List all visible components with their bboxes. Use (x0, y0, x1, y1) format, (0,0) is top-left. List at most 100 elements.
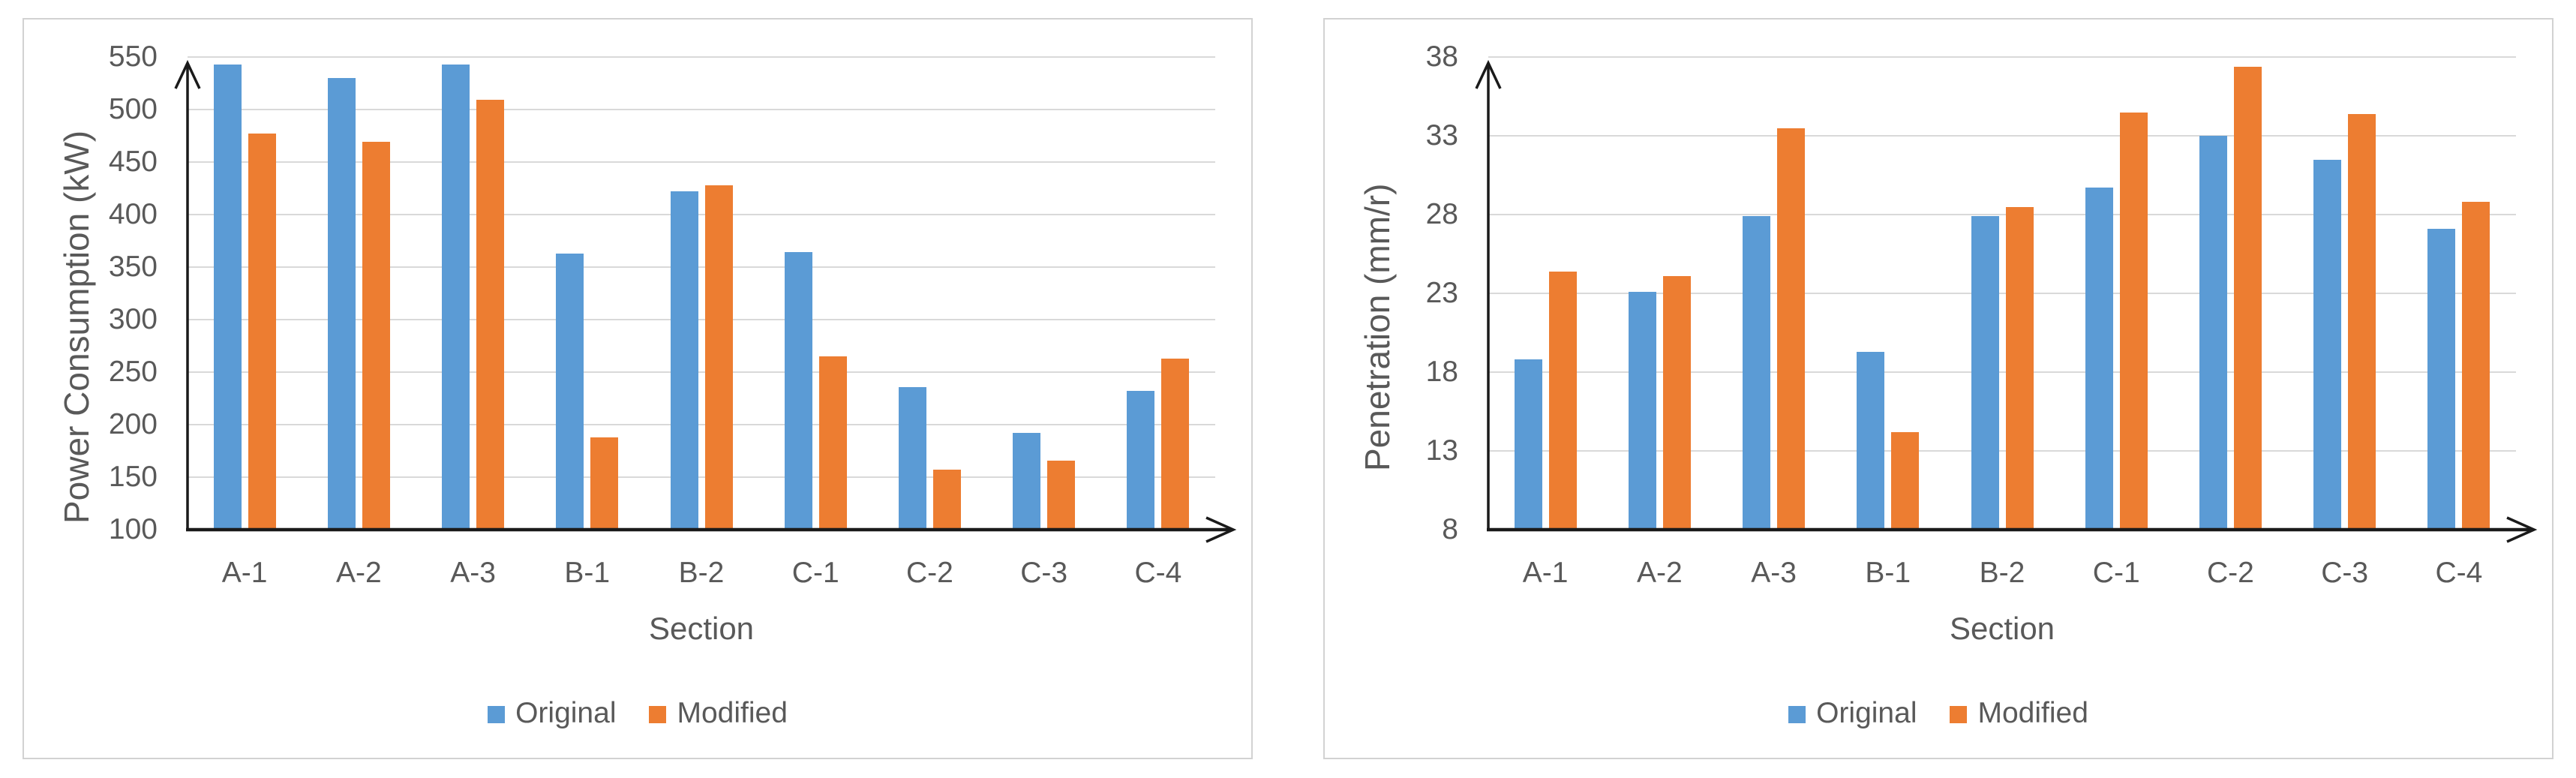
x-axis-title: Section (648, 611, 755, 646)
x-category-label-a-2: A-2 (335, 557, 382, 589)
chart-panel-penetration: Penetration (mm/r) 8 13 18 23 28 33 38 A-1 A-2 A… (1323, 18, 2553, 759)
bar-original-c-1 (2085, 188, 2113, 530)
gridline-13 (1488, 450, 2516, 452)
y-tick-label-8: 8 (1442, 513, 1458, 545)
plot-area (188, 56, 1215, 530)
bar-modified-c-2 (932, 470, 961, 530)
legend-label-original: Original (1816, 697, 1917, 729)
y-axis-tick-labels: 8 13 18 23 28 33 38 (1325, 20, 2552, 758)
y-tick-label-33: 33 (1425, 119, 1458, 152)
x-category-label-a-3: A-3 (450, 557, 496, 589)
gridline-33 (1488, 135, 2516, 137)
gridline-23 (1488, 293, 2516, 294)
bar-modified-b-2 (2005, 206, 2034, 530)
legend-item-modified: Modified (1950, 697, 2088, 730)
bar-modified-c-4 (2462, 202, 2490, 530)
gridline-500 (188, 109, 1215, 110)
bar-modified-a-3 (1777, 128, 1806, 530)
bar-original-c-2 (898, 386, 926, 530)
bar-original-b-2 (670, 191, 698, 530)
chart-panel-power-consumption: Power Consumption (kW) 100 150 200 250 300 35… (23, 18, 1253, 759)
x-category-label-c-1: C-1 (2092, 557, 2140, 589)
x-axis-category-labels: A-1 A-2 A-3 B-1 B-2 C-1 C-2 C-3 C-4 (1325, 20, 2552, 758)
y-tick-label-450: 450 (108, 146, 158, 178)
bar-original-a-2 (1628, 291, 1656, 530)
y-tick-label-23: 23 (1425, 277, 1458, 309)
gridline-550 (188, 56, 1215, 58)
x-category-label-b-1: B-1 (1865, 557, 1911, 589)
legend-marker-original (1788, 706, 1806, 723)
y-tick-label-500: 500 (108, 93, 158, 125)
bar-original-a-1 (1514, 359, 1542, 530)
legend-marker-modified (649, 706, 667, 723)
bar-modified-c-2 (2233, 66, 2262, 530)
x-axis-category-labels: A-1 A-2 A-3 B-1 B-2 C-1 C-2 C-3 C-4 (24, 20, 1251, 758)
bar-modified-a-3 (476, 100, 505, 530)
x-category-label-b-2: B-2 (1979, 557, 2025, 589)
legend-marker-modified (1950, 706, 1968, 723)
x-category-label-a-2: A-2 (1636, 557, 1683, 589)
bar-modified-a-2 (1662, 275, 1691, 530)
bar-modified-c-1 (2119, 112, 2148, 530)
legend-item-modified: Modified (649, 697, 788, 730)
bar-original-a-1 (213, 64, 242, 530)
x-category-label-b-2: B-2 (678, 557, 725, 589)
x-category-label-a-1: A-1 (1522, 557, 1569, 589)
legend-item-original: Original (488, 697, 616, 730)
gridline-250 (188, 371, 1215, 373)
bar-original-c-4 (2427, 228, 2456, 530)
y-tick-label-13: 13 (1425, 434, 1458, 467)
y-tick-label-150: 150 (108, 461, 158, 493)
gridline-150 (188, 476, 1215, 478)
x-category-label-a-1: A-1 (221, 557, 268, 589)
x-category-label-c-4: C-4 (1134, 557, 1182, 589)
bar-original-a-3 (442, 64, 470, 530)
y-tick-label-300: 300 (108, 303, 158, 335)
gridline-400 (188, 214, 1215, 215)
y-tick-label-550: 550 (108, 41, 158, 73)
x-category-label-c-1: C-1 (791, 557, 839, 589)
bar-original-c-1 (784, 252, 812, 530)
x-category-label-c-4: C-4 (2435, 557, 2483, 589)
bar-original-b-1 (1857, 351, 1885, 530)
x-category-label-c-3: C-3 (2321, 557, 2369, 589)
bar-modified-c-3 (2348, 113, 2376, 530)
legend-item-original: Original (1788, 697, 1917, 730)
gridline-200 (188, 424, 1215, 425)
x-category-label-c-2: C-2 (2207, 557, 2254, 589)
x-category-label-a-3: A-3 (1751, 557, 1797, 589)
y-tick-label-100: 100 (108, 513, 158, 545)
legend-label-modified: Modified (1977, 697, 2088, 729)
y-tick-label-18: 18 (1425, 356, 1458, 388)
bar-modified-b-1 (1891, 431, 1920, 530)
plot-area (1488, 56, 2516, 530)
bar-original-c-4 (1127, 391, 1155, 530)
x-category-label-c-2: C-2 (906, 557, 953, 589)
gridline-300 (188, 319, 1215, 320)
legend: Original Modified (1325, 697, 2552, 730)
gridline-38 (1488, 56, 2516, 58)
x-axis-title: Section (1949, 611, 2055, 646)
gridline-350 (188, 266, 1215, 268)
bar-modified-a-1 (1548, 271, 1577, 530)
y-tick-label-350: 350 (108, 251, 158, 283)
bar-original-b-2 (1971, 216, 1999, 530)
legend-label-original: Original (515, 697, 617, 729)
bar-modified-c-3 (1047, 460, 1076, 530)
legend-marker-original (488, 706, 506, 723)
bar-modified-b-1 (590, 437, 619, 530)
bar-modified-a-1 (248, 134, 276, 530)
bar-modified-b-2 (704, 185, 733, 530)
bar-original-c-2 (2199, 136, 2227, 530)
legend-label-modified: Modified (677, 697, 788, 729)
y-tick-label-38: 38 (1425, 41, 1458, 73)
y-tick-label-200: 200 (108, 408, 158, 440)
bar-modified-c-4 (1161, 358, 1190, 530)
bar-original-a-3 (1743, 216, 1771, 530)
y-axis-tick-labels: 100 150 200 250 300 350 400 450 500 550 (24, 20, 1251, 758)
bar-original-c-3 (1013, 433, 1041, 530)
y-tick-label-28: 28 (1425, 198, 1458, 230)
legend: Original Modified (24, 697, 1251, 730)
bar-modified-c-1 (818, 356, 847, 530)
